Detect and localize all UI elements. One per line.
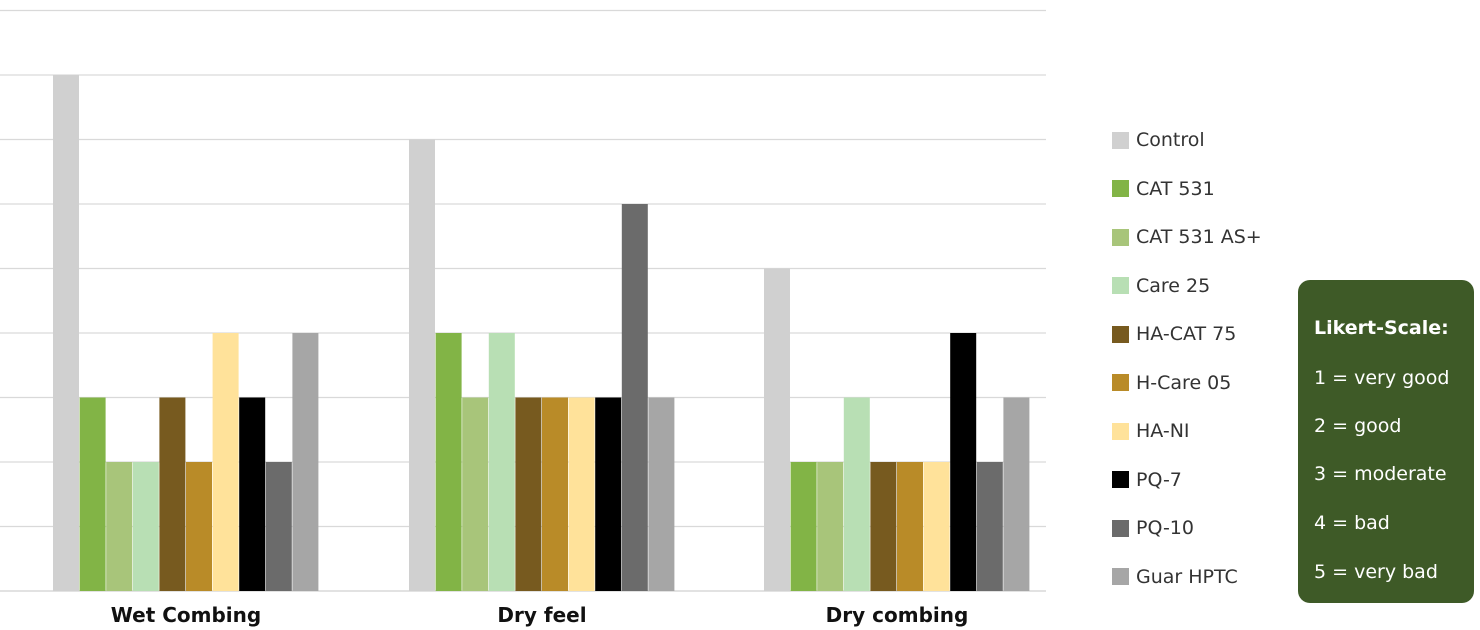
legend-item: PQ-7	[1112, 456, 1262, 505]
bar	[106, 462, 133, 591]
likert-item: 2 = good	[1314, 415, 1402, 437]
bar	[186, 462, 212, 591]
bar	[239, 397, 266, 591]
bar	[648, 397, 675, 591]
likert-scale-box: Likert-Scale: 1 = very good 2 = good 3 =…	[1298, 280, 1474, 603]
legend-label: Care 25	[1136, 274, 1211, 297]
legend-swatch	[1112, 180, 1129, 198]
bar	[435, 333, 462, 591]
legend-item: CAT 531	[1112, 165, 1262, 214]
legend-swatch	[1112, 277, 1129, 295]
bar	[488, 333, 515, 591]
category-label: Dry combing	[825, 603, 969, 627]
legend-label: CAT 531	[1136, 177, 1215, 200]
legend-swatch	[1112, 568, 1129, 586]
likert-item: 3 = moderate	[1314, 463, 1447, 485]
bar	[621, 204, 648, 591]
bar	[212, 333, 239, 591]
legend-label: H-Care 05	[1136, 371, 1232, 394]
bar	[568, 397, 595, 591]
bar	[897, 462, 923, 591]
legend-item: Control	[1112, 116, 1262, 165]
legend-item: CAT 531 AS+	[1112, 213, 1262, 262]
legend-item: H-Care 05	[1112, 359, 1262, 408]
legend-swatch	[1112, 471, 1129, 489]
legend-label: CAT 531 AS+	[1136, 226, 1262, 249]
bar	[265, 462, 292, 591]
likert-item: 5 = very bad	[1314, 561, 1438, 583]
legend-label: Control	[1136, 129, 1205, 152]
bar	[923, 462, 950, 591]
legend-item: PQ-10	[1112, 504, 1262, 553]
legend: Control CAT 531 CAT 531 AS+ Care 25 HA-CAT 7…	[1112, 116, 1262, 601]
bar	[817, 462, 844, 591]
bar	[1003, 397, 1030, 591]
likert-item: 4 = bad	[1314, 512, 1390, 534]
legend-label: Guar HPTC	[1136, 565, 1238, 588]
legend-swatch	[1112, 228, 1129, 246]
legend-label: HA-NI	[1136, 420, 1190, 443]
bar	[409, 139, 435, 591]
legend-item: HA-CAT 75	[1112, 310, 1262, 359]
legend-label: HA-CAT 75	[1136, 323, 1237, 346]
bar	[462, 397, 489, 591]
bar	[132, 462, 159, 591]
legend-swatch	[1112, 519, 1129, 537]
bars	[53, 75, 1030, 591]
legend-item: Care 25	[1112, 262, 1262, 311]
legend-swatch	[1112, 422, 1129, 440]
bar	[950, 333, 977, 591]
category-label: Wet Combing	[110, 603, 262, 627]
bar	[159, 397, 186, 591]
legend-swatch	[1112, 374, 1129, 392]
bar	[790, 462, 817, 591]
bar	[53, 75, 79, 591]
bar	[542, 397, 568, 591]
legend-label: PQ-10	[1136, 517, 1194, 540]
likert-item: 1 = very good	[1314, 367, 1450, 389]
bar	[976, 462, 1003, 591]
bar	[595, 397, 622, 591]
category-label: Dry feel	[497, 603, 587, 627]
legend-swatch	[1112, 131, 1129, 149]
bar	[79, 397, 106, 591]
legend-item: HA-NI	[1112, 407, 1262, 456]
bar	[515, 397, 542, 591]
bar	[843, 397, 870, 591]
bar	[292, 333, 319, 591]
legend-swatch	[1112, 325, 1129, 343]
likert-title: Likert-Scale:	[1314, 317, 1449, 339]
bar	[870, 462, 897, 591]
legend-item: Guar HPTC	[1112, 553, 1262, 602]
bar	[764, 268, 790, 591]
legend-label: PQ-7	[1136, 468, 1182, 491]
